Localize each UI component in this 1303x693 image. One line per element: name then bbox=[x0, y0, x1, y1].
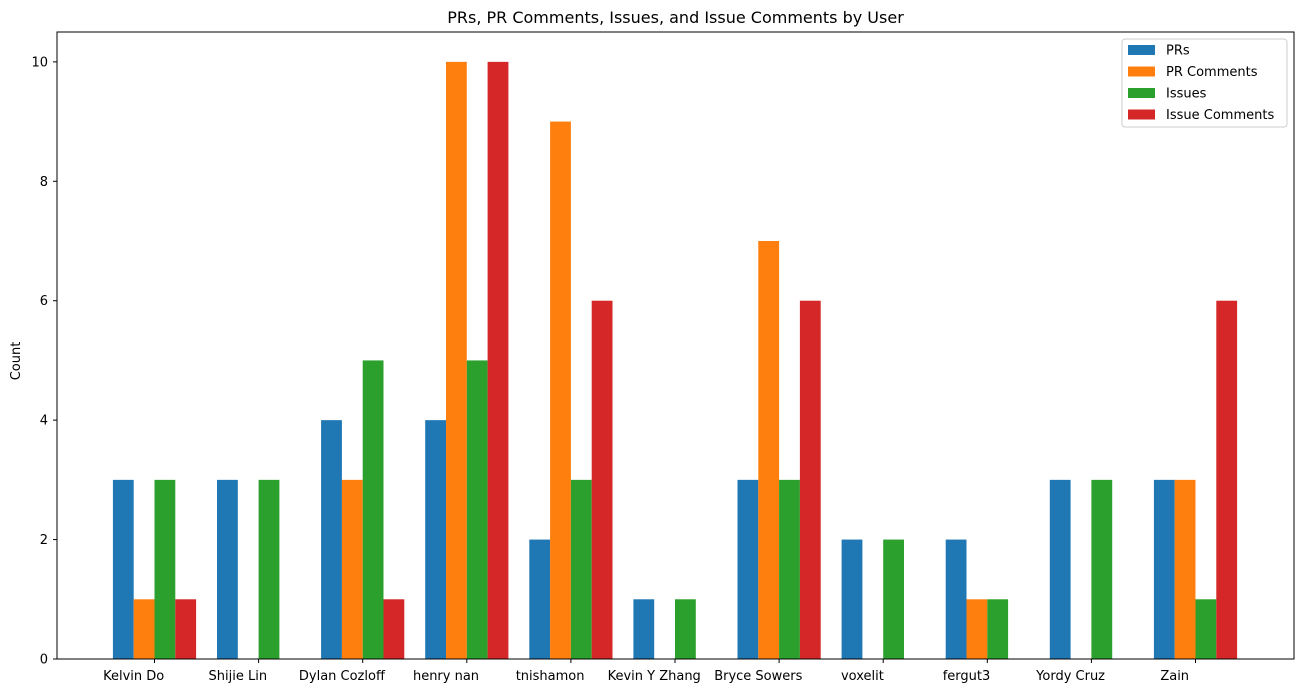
bar bbox=[529, 539, 551, 659]
legend-swatch bbox=[1128, 66, 1155, 77]
y-tick-label: 0 bbox=[40, 653, 48, 668]
bar bbox=[1195, 599, 1217, 659]
bar bbox=[133, 599, 155, 659]
x-axis-ticks: Kelvin Do Shijie Lin Dylan Cozloff henry na… bbox=[103, 659, 1196, 684]
bar bbox=[779, 479, 800, 659]
x-tick-label: Zain bbox=[1160, 669, 1189, 684]
y-tick-label: 2 bbox=[40, 533, 48, 548]
bar bbox=[841, 539, 863, 659]
bar bbox=[217, 479, 238, 659]
bar bbox=[1153, 479, 1175, 659]
legend-frame bbox=[1121, 38, 1288, 128]
bar bbox=[987, 599, 1009, 659]
y-axis-label: Count bbox=[9, 342, 24, 381]
x-tick-label: henry nan bbox=[413, 669, 479, 684]
bar bbox=[362, 360, 384, 659]
bar bbox=[737, 479, 759, 659]
bar bbox=[1049, 479, 1071, 659]
bar bbox=[112, 479, 134, 659]
legend-swatch bbox=[1128, 88, 1155, 98]
bar bbox=[550, 121, 571, 659]
bar bbox=[591, 300, 613, 659]
y-tick-label: 4 bbox=[40, 414, 48, 429]
x-tick-label: Dylan Cozloff bbox=[299, 669, 386, 684]
legend-label: PRs bbox=[1166, 44, 1190, 59]
plot-frame bbox=[56, 31, 1295, 660]
legend-swatch bbox=[1128, 109, 1155, 120]
bar bbox=[799, 300, 821, 659]
bar bbox=[321, 420, 342, 659]
x-tick-label: voxelit bbox=[841, 669, 884, 684]
x-tick-label: Kelvin Do bbox=[103, 669, 164, 684]
bar bbox=[883, 539, 904, 659]
legend-label: Issue Comments bbox=[1166, 108, 1274, 123]
bar bbox=[758, 241, 780, 659]
legend-label: PR Comments bbox=[1166, 65, 1258, 80]
bar bbox=[341, 479, 363, 659]
bar bbox=[1216, 300, 1238, 659]
y-tick-label: 8 bbox=[40, 175, 48, 190]
y-tick-label: 10 bbox=[31, 55, 48, 70]
bar bbox=[1091, 479, 1113, 659]
bar bbox=[487, 61, 509, 660]
x-tick-label: Shijie Lin bbox=[209, 669, 268, 684]
x-tick-label: Kevin Y Zhang bbox=[608, 669, 701, 684]
bar bbox=[258, 479, 280, 659]
bar bbox=[446, 61, 467, 660]
bar bbox=[633, 599, 655, 659]
y-axis-ticks: 0 2 4 6 8 10 bbox=[31, 55, 57, 668]
bar bbox=[675, 599, 696, 659]
bar bbox=[945, 539, 967, 659]
bars-group bbox=[112, 61, 1238, 660]
bar bbox=[1174, 479, 1196, 659]
y-tick-label: 6 bbox=[40, 294, 48, 309]
x-tick-label: Bryce Sowers bbox=[714, 669, 802, 684]
bar bbox=[154, 479, 176, 659]
bar bbox=[175, 599, 197, 659]
bar bbox=[570, 479, 592, 659]
x-tick-label: fergut3 bbox=[943, 669, 991, 684]
bar bbox=[425, 420, 446, 659]
bar bbox=[383, 599, 405, 659]
legend-swatch bbox=[1128, 45, 1155, 55]
bar bbox=[966, 599, 988, 659]
x-tick-label: Yordy Cruz bbox=[1035, 669, 1105, 684]
chart-title: PRs, PR Comments, Issues, and Issue Comm… bbox=[447, 8, 904, 27]
legend: PRs PR Comments Issues Issue Comments bbox=[1121, 38, 1288, 128]
legend-label: Issues bbox=[1166, 87, 1207, 102]
x-tick-label: tnishamon bbox=[516, 669, 585, 684]
bar bbox=[466, 360, 488, 659]
